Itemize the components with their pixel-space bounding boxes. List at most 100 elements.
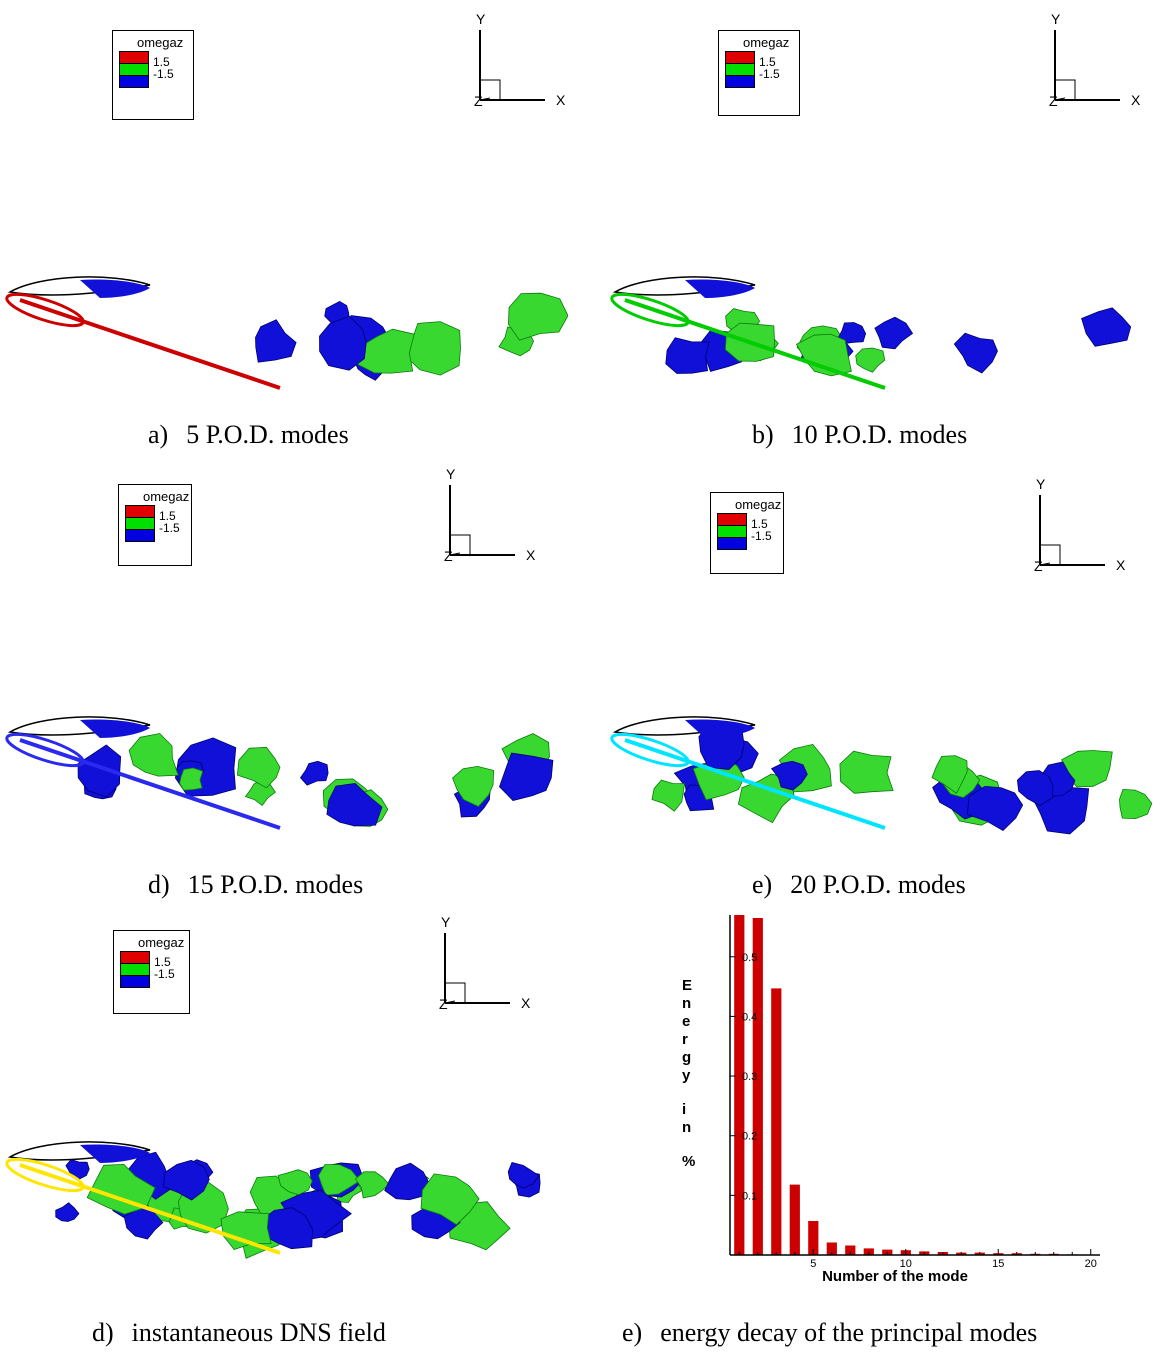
cut-plane-line xyxy=(19,298,281,390)
legend-level: 1.5 xyxy=(159,509,176,523)
legend-level: -1.5 xyxy=(154,967,175,981)
negative-vortex-blob xyxy=(499,752,554,801)
axis-x-label: X xyxy=(1131,92,1141,108)
leading-vortex-sheet xyxy=(80,279,150,298)
axes-orientation-icon: Y X Z xyxy=(444,466,536,564)
legend-swatch xyxy=(125,529,155,542)
caption-dns: d) instantaneous DNS field xyxy=(92,1318,386,1347)
caption-a: a) 5 P.O.D. modes xyxy=(148,420,349,449)
axis-z-label: Z xyxy=(474,93,483,109)
negative-vortex-blob xyxy=(77,744,122,798)
axis-x-label: X xyxy=(556,92,566,108)
positive-vortex-blob xyxy=(220,1211,272,1250)
legend-box: omegaz 1.5 -1.5 xyxy=(113,930,190,1014)
positive-vortex-blob xyxy=(452,765,495,807)
cut-plane-line xyxy=(19,738,281,830)
y-tick-label: 0.3 xyxy=(742,1071,757,1083)
negative-vortex-blob xyxy=(837,322,867,344)
negative-vortex-blob xyxy=(953,332,998,374)
positive-vortex-blob xyxy=(354,1171,390,1199)
axis-y-label: Y xyxy=(1036,476,1046,492)
negative-vortex-blob xyxy=(326,782,383,827)
leading-vortex-sheet xyxy=(685,719,755,738)
x-tick-label: 15 xyxy=(992,1258,1004,1270)
axis-x-label: X xyxy=(521,995,531,1011)
axes-orientation-icon: Y X Z xyxy=(439,914,531,1012)
x-axis-label: Number of the mode xyxy=(822,1268,968,1285)
energy-bar-mode-2 xyxy=(752,918,763,1255)
negative-vortex-blob xyxy=(665,337,710,374)
axis-x-label: X xyxy=(526,547,536,563)
positive-vortex-blob xyxy=(236,746,281,789)
negative-vortex-blob xyxy=(255,319,297,363)
positive-vortex-blob xyxy=(420,1173,480,1226)
axis-x-label: X xyxy=(1116,557,1126,573)
negative-vortex-blob xyxy=(874,316,914,350)
flow-panel-3: omegaz 1.5 -1.5 Y X Z xyxy=(0,460,568,870)
legend-level: 1.5 xyxy=(154,955,171,969)
negative-vortex-blob xyxy=(55,1202,80,1222)
energy-bar-mode-5 xyxy=(808,1221,819,1255)
x-tick-label: 10 xyxy=(900,1258,912,1270)
vortex-wake-field xyxy=(610,276,1132,390)
legend-box: omegaz 1.5 -1.5 xyxy=(710,492,784,574)
legend-level: -1.5 xyxy=(159,521,180,535)
flow-panel-5: omegaz 1.5 -1.5 Y X Z xyxy=(0,905,568,1315)
axis-z-label: Z xyxy=(1049,93,1058,109)
axis-y-label: Y xyxy=(441,914,451,930)
energy-bar-mode-1 xyxy=(734,915,745,1255)
legend-swatch xyxy=(119,75,149,88)
axis-z-label: Z xyxy=(444,548,453,564)
legend-title: omegaz xyxy=(137,35,184,50)
legend-level: 1.5 xyxy=(751,517,768,531)
energy-bar-mode-8 xyxy=(863,1248,874,1255)
legend-level: -1.5 xyxy=(153,67,174,81)
positive-vortex-blob xyxy=(277,1169,313,1196)
y-tick-label: 0.1 xyxy=(742,1190,757,1202)
vortex-wake-field xyxy=(610,716,1153,835)
positive-vortex-blob xyxy=(179,767,204,791)
negative-vortex-blob xyxy=(163,1159,210,1201)
legend-title: omegaz xyxy=(138,935,185,950)
negative-vortex-blob xyxy=(1016,770,1054,806)
positive-vortex-blob xyxy=(795,333,852,377)
positive-vortex-blob xyxy=(839,750,894,794)
positive-vortex-blob xyxy=(1119,788,1153,820)
legend-box: omegaz 1.5 -1.5 xyxy=(718,30,800,116)
negative-vortex-blob xyxy=(384,1162,430,1201)
energy-bar-mode-3 xyxy=(771,988,782,1255)
axis-z-label: Z xyxy=(439,996,448,1012)
cut-plane-line xyxy=(624,298,886,390)
legend-title: omegaz xyxy=(143,489,190,504)
negative-vortex-blob xyxy=(966,785,1024,831)
cut-plane-line xyxy=(19,1163,281,1255)
y-tick-label: 0.4 xyxy=(742,1011,757,1023)
flow-panel-1: omegaz 1.5 -1.5 Y X Z xyxy=(0,0,568,410)
legend-title: omegaz xyxy=(743,35,790,50)
axis-z-label: Z xyxy=(1034,558,1043,574)
energy-bar-mode-4 xyxy=(789,1184,800,1255)
caption-e: e) 20 P.O.D. modes xyxy=(752,870,966,899)
axis-y-label: Y xyxy=(1051,11,1061,27)
caption-b: b) 10 P.O.D. modes xyxy=(752,420,968,449)
caption-energy: e) energy decay of the principal modes xyxy=(622,1318,1038,1347)
negative-vortex-blob xyxy=(770,760,808,791)
caption-d: d) 15 P.O.D. modes xyxy=(148,870,364,899)
axes-orientation-icon: Y X Z xyxy=(1049,11,1141,109)
energy-bar-mode-7 xyxy=(845,1245,856,1255)
legend-swatch xyxy=(120,975,150,988)
negative-vortex-blob xyxy=(507,1162,540,1189)
axes-orientation-icon: Y X Z xyxy=(1034,476,1126,574)
legend-box: omegaz 1.5 -1.5 xyxy=(112,30,194,120)
axis-y-label: Y xyxy=(446,466,456,482)
axes-orientation-icon: Y X Z xyxy=(474,11,566,109)
positive-vortex-blob xyxy=(405,321,461,376)
positive-vortex-blob xyxy=(318,1164,361,1196)
negative-vortex-blob xyxy=(299,760,329,786)
flow-panel-2: omegaz 1.5 -1.5 Y X Z xyxy=(605,0,1173,410)
negative-vortex-blob xyxy=(319,315,367,371)
legend-level: 1.5 xyxy=(153,55,170,69)
legend-level: -1.5 xyxy=(759,67,780,81)
